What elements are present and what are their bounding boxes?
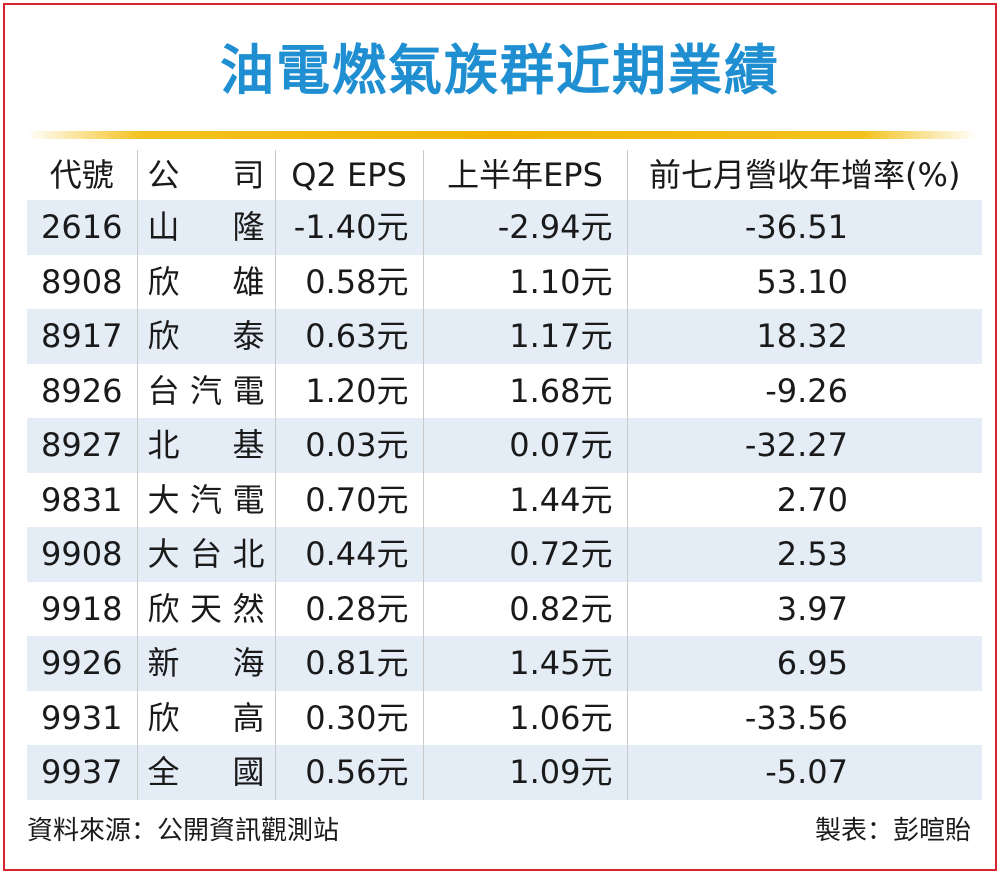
cell-code: 9926 (27, 636, 137, 691)
header-code: 代號 (49, 156, 114, 194)
cell-h1-eps: 1.17元 (422, 309, 627, 364)
table-header-row: 代號 公司 Q2 EPS 上半年EPS 前七月營收年增率(%) (27, 150, 982, 200)
cell-h1-eps: 1.09元 (422, 745, 627, 800)
cell-code: 8927 (27, 418, 137, 473)
cell-company: 大汽電 (136, 472, 275, 527)
cell-q2-eps: 0.28元 (274, 581, 423, 636)
cell-revenue-growth: 6.95 (626, 636, 982, 691)
cell-code: 9831 (41, 480, 123, 519)
cell-code: 9937 (27, 745, 137, 800)
cell-q2-eps: 0.58元 (274, 254, 423, 309)
cell-code: 9908 (27, 527, 137, 582)
cell-code: 2616 (27, 200, 137, 255)
cell-q2-eps: 0.63元 (274, 309, 423, 364)
cell-q2-eps: 0.56元 (274, 745, 423, 800)
title-divider (27, 131, 977, 139)
cell-company: 山隆 (136, 200, 275, 255)
cell-company: 欣天然 (136, 581, 275, 636)
header-company: 公司 (136, 150, 275, 200)
table-row: 9931 欣高 0.30元 1.06元 -33.56 (27, 690, 982, 745)
cell-code: 9931 (41, 698, 123, 737)
cell-h1-eps: 0.82元 (422, 581, 627, 636)
cell-revenue-growth: -5.07 (626, 745, 982, 800)
table-row: 8908 欣雄 0.58元 1.10元 53.10 (27, 254, 982, 309)
page-title: 油電燃氣族群近期業績 (220, 39, 780, 102)
credit-note: 製表：彭暄貽 (814, 815, 971, 846)
table-row: 8927 北基 0.03元 0.07元 -32.27 (27, 418, 982, 473)
cell-company: 全國 (136, 745, 275, 800)
cell-q2-eps: 0.70元 (274, 472, 423, 527)
table-frame: 油電燃氣族群近期業績 代號 公司 Q2 EPS 上半年EPS 前七月營收年增率(… (3, 3, 997, 871)
cell-revenue-growth: 18.32 (626, 309, 982, 364)
cell-revenue-growth: 2.70 (626, 472, 982, 527)
cell-h1-eps: 1.06元 (422, 690, 627, 745)
cell-revenue-growth: -36.51 (626, 200, 982, 255)
cell-q2-eps: 0.30元 (274, 690, 423, 745)
cell-q2-eps: 1.20元 (274, 363, 423, 418)
header-q2-eps: Q2 EPS (274, 150, 423, 200)
cell-company: 欣泰 (136, 309, 275, 364)
cell-code: 8926 (41, 371, 123, 410)
table-row: 9831 大汽電 0.70元 1.44元 2.70 (27, 472, 982, 527)
cell-h1-eps: 0.72元 (422, 527, 627, 582)
cell-revenue-growth: 2.53 (626, 527, 982, 582)
header-h1-eps: 上半年EPS (422, 150, 627, 200)
cell-code: 9918 (41, 589, 123, 628)
cell-q2-eps: 0.44元 (274, 527, 423, 582)
cell-h1-eps: -2.94元 (422, 200, 627, 255)
cell-company: 欣高 (136, 690, 275, 745)
table-row: 8926 台汽電 1.20元 1.68元 -9.26 (27, 363, 982, 418)
table-row: 9908 大台北 0.44元 0.72元 2.53 (27, 527, 982, 582)
table-row: 9918 欣天然 0.28元 0.82元 3.97 (27, 581, 982, 636)
cell-q2-eps: 0.81元 (274, 636, 423, 691)
table-row: 9937 全國 0.56元 1.09元 -5.07 (27, 745, 982, 800)
cell-revenue-growth: 3.97 (626, 581, 982, 636)
cell-q2-eps: 0.03元 (274, 418, 423, 473)
cell-company: 大台北 (136, 527, 275, 582)
cell-company: 欣雄 (136, 254, 275, 309)
cell-revenue-growth: -9.26 (626, 363, 982, 418)
table-row: 9926 新海 0.81元 1.45元 6.95 (27, 636, 982, 691)
cell-h1-eps: 1.45元 (422, 636, 627, 691)
source-note: 資料來源：公開資訊觀測站 (27, 815, 340, 846)
cell-h1-eps: 1.68元 (422, 363, 627, 418)
cell-code: 8917 (27, 309, 137, 364)
cell-q2-eps: -1.40元 (274, 200, 423, 255)
table-footer: 資料來源：公開資訊觀測站 製表：彭暄貽 (27, 808, 971, 848)
cell-revenue-growth: 53.10 (626, 254, 982, 309)
cell-h1-eps: 1.10元 (422, 254, 627, 309)
cell-h1-eps: 1.44元 (422, 472, 627, 527)
cell-revenue-growth: -33.56 (626, 690, 982, 745)
cell-h1-eps: 0.07元 (422, 418, 627, 473)
cell-company: 北基 (136, 418, 275, 473)
cell-code: 8908 (41, 262, 123, 301)
table-row: 8917 欣泰 0.63元 1.17元 18.32 (27, 309, 982, 364)
cell-company: 台汽電 (136, 363, 275, 418)
eps-table: 代號 公司 Q2 EPS 上半年EPS 前七月營收年增率(%) 2616 山隆 -1… (27, 150, 982, 800)
table-row: 2616 山隆 -1.40元 -2.94元 -36.51 (27, 200, 982, 255)
cell-revenue-growth: -32.27 (626, 418, 982, 473)
header-revenue-growth: 前七月營收年增率(%) (626, 150, 982, 200)
cell-company: 新海 (136, 636, 275, 691)
